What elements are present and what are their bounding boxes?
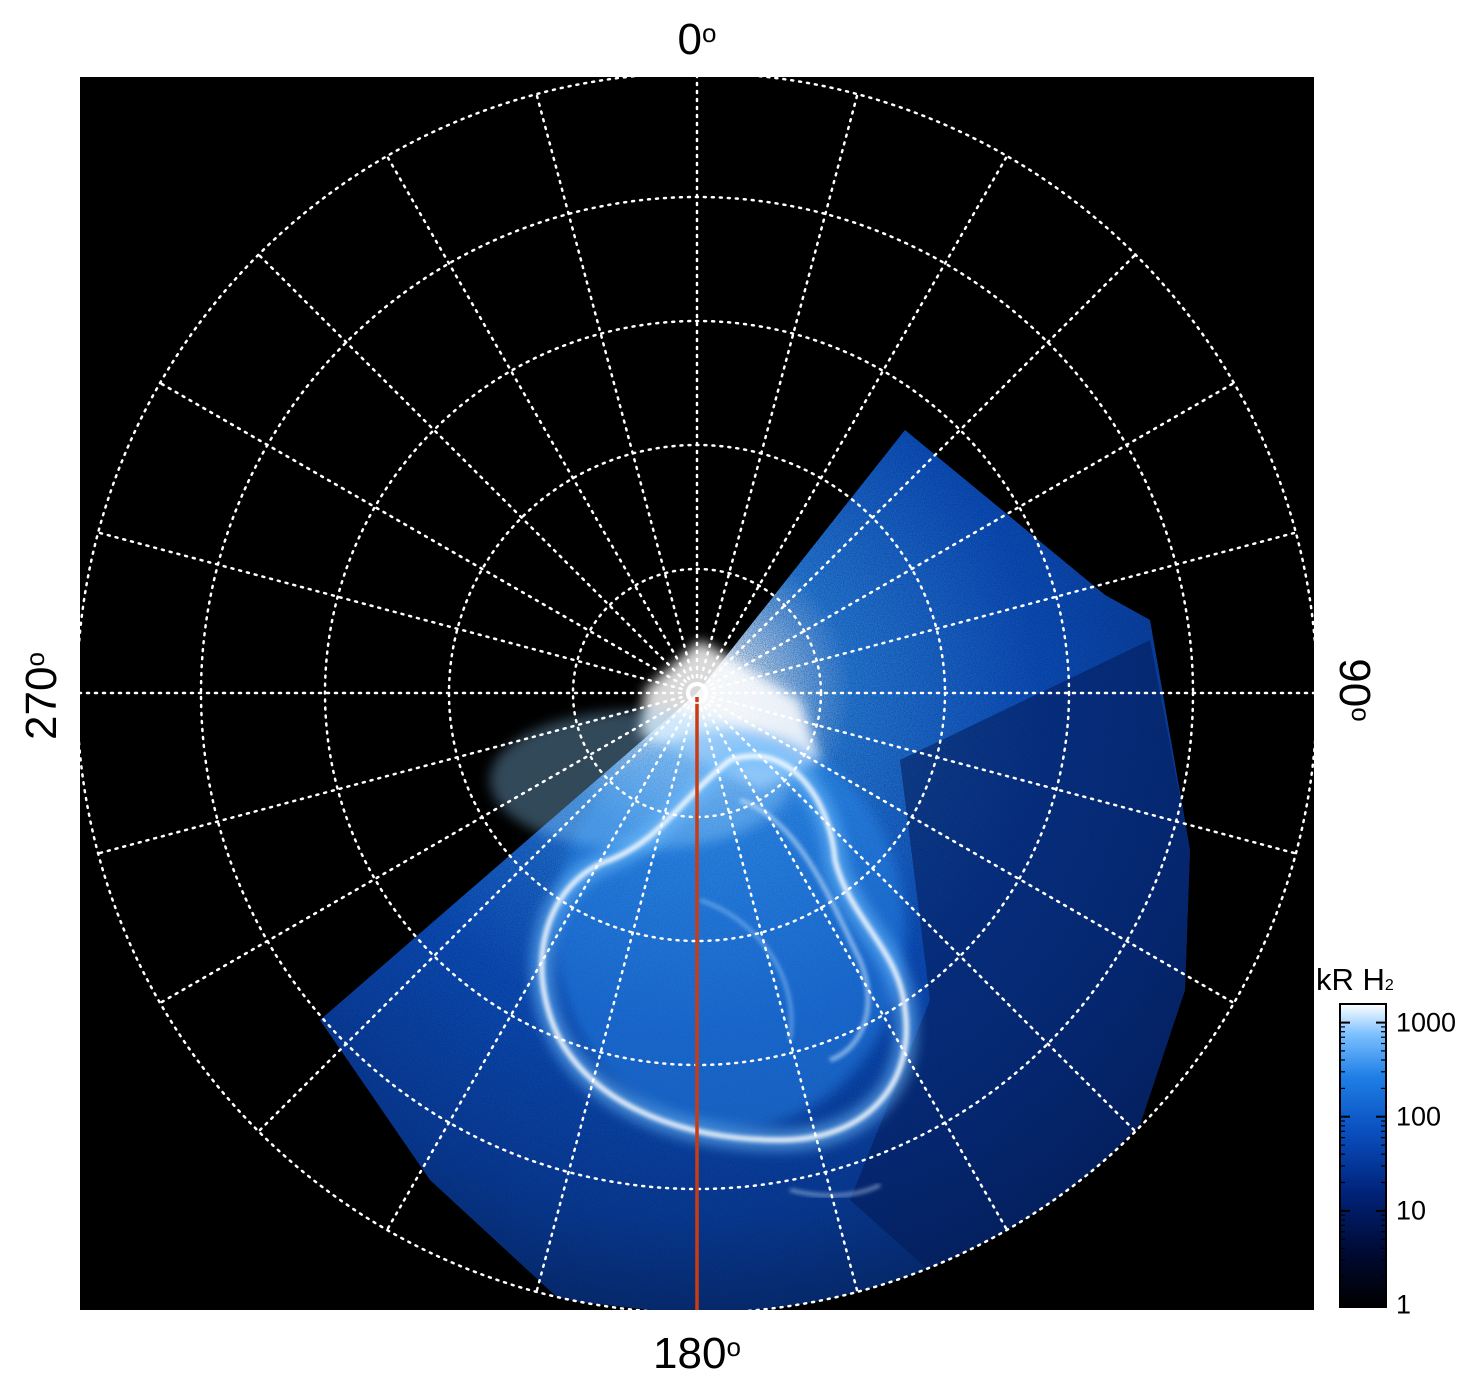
polar-grid bbox=[80, 77, 1314, 1310]
label-90-deg: 90o bbox=[1330, 658, 1379, 722]
inner-arc bbox=[699, 898, 793, 1041]
meridian-gridline bbox=[158, 381, 692, 691]
dark-region bbox=[850, 640, 1190, 1280]
meridian-gridline bbox=[701, 253, 1137, 689]
meridian-gridline bbox=[697, 699, 859, 1294]
meridian-gridline bbox=[257, 697, 693, 1133]
colorbar bbox=[1339, 1003, 1387, 1308]
meridian-gridline bbox=[703, 531, 1298, 693]
meridian-gridline bbox=[535, 92, 697, 687]
meridian-gridline bbox=[699, 698, 1009, 1232]
inner-arc bbox=[739, 798, 870, 1062]
meridian-gridline bbox=[702, 695, 1236, 1005]
label-270-deg: 270o bbox=[17, 652, 66, 740]
limb-glow bbox=[490, 710, 790, 850]
colorbar-tick-label: 1 bbox=[1396, 1289, 1412, 1320]
meridian-gridline bbox=[702, 381, 1236, 691]
meridian-gridline bbox=[699, 154, 1009, 688]
main-oval-core bbox=[539, 753, 909, 1143]
meridian-gridline bbox=[703, 693, 1298, 855]
colorbar-tick-label: 10 bbox=[1396, 1195, 1427, 1226]
colorbar-title: kR H2 bbox=[1316, 962, 1394, 997]
meridian-gridline bbox=[701, 697, 1137, 1133]
meridian-gridline bbox=[697, 92, 859, 687]
label-0-deg: 0o bbox=[677, 15, 717, 64]
colorbar-tick-marks bbox=[1340, 1021, 1386, 1306]
meridian-gridline bbox=[385, 698, 695, 1232]
label-180-deg: 180o bbox=[653, 1329, 741, 1378]
meridian-gridline bbox=[96, 693, 691, 855]
meridian-gridline bbox=[535, 699, 697, 1294]
outer-arc bbox=[789, 1183, 881, 1197]
meridian-gridline bbox=[257, 253, 693, 689]
meridian-gridline bbox=[96, 531, 691, 693]
meridian-gridline bbox=[385, 154, 695, 688]
pole-marker bbox=[686, 682, 708, 704]
meridian-gridline bbox=[158, 695, 692, 1005]
colorbar-tick-label: 100 bbox=[1396, 1101, 1442, 1132]
colorbar-tick-label: 1000 bbox=[1396, 1007, 1457, 1038]
